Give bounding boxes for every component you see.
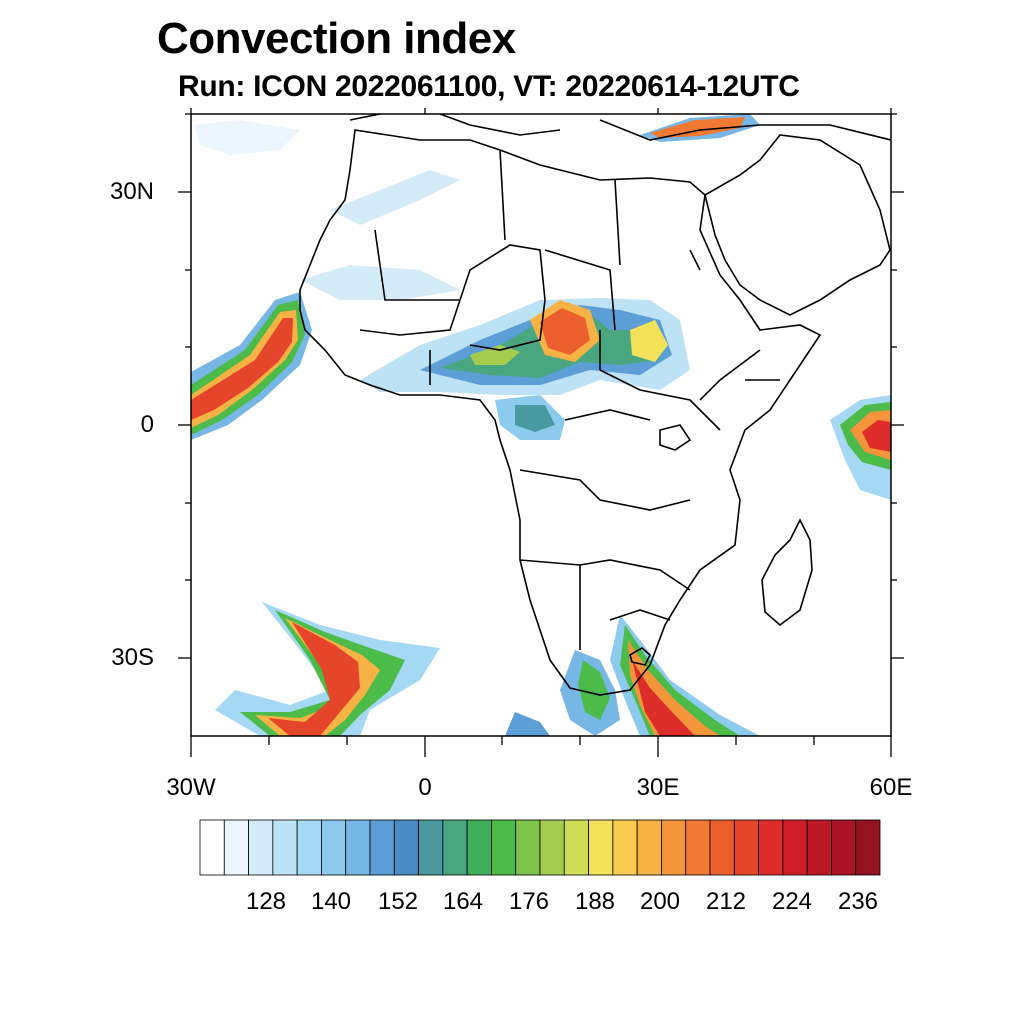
convection-blob-west-africa bbox=[191, 292, 312, 440]
colorbar-swatch bbox=[345, 819, 371, 876]
colorbar-label: 224 bbox=[771, 888, 813, 915]
colorbar-swatch bbox=[223, 819, 249, 876]
lat-label-30n: 30N bbox=[109, 178, 154, 205]
colorbar-label: 188 bbox=[574, 888, 616, 915]
convection-blob-central-africa bbox=[495, 395, 565, 440]
colorbar-swatch bbox=[709, 819, 735, 876]
map-title: Convection index bbox=[157, 14, 516, 63]
lon-label-0: 0 bbox=[418, 774, 432, 801]
convection-blob-south-atlantic bbox=[215, 602, 440, 736]
africa-coastline bbox=[299, 129, 822, 696]
axis-ticks bbox=[178, 108, 904, 757]
colorbar-label: 140 bbox=[310, 888, 352, 915]
colorbar-swatch bbox=[442, 819, 468, 876]
convection-blob-southern-africa bbox=[505, 615, 760, 736]
colorbar-swatch bbox=[733, 819, 759, 876]
lesotho-border bbox=[629, 647, 651, 666]
colorbar-label: 236 bbox=[837, 888, 879, 915]
colorbar-label: 212 bbox=[705, 888, 747, 915]
colorbar-swatch bbox=[515, 819, 541, 876]
colorbar-label: 176 bbox=[508, 888, 550, 915]
convection-field bbox=[191, 114, 891, 736]
madagascar-coastline bbox=[761, 518, 813, 627]
colorbar-swatch bbox=[612, 819, 638, 876]
map-subtitle: Run: ICON 2022061100, VT: 20220614-12UTC bbox=[178, 70, 800, 103]
convection-blob-indian-ocean bbox=[830, 395, 891, 500]
colorbar-swatch bbox=[466, 819, 492, 876]
lon-label-30w: 30W bbox=[166, 774, 216, 801]
colorbar-swatch bbox=[248, 819, 274, 876]
colorbar-label: 128 bbox=[245, 888, 287, 915]
colorbar-swatch bbox=[588, 819, 614, 876]
colorbar-swatch bbox=[758, 819, 784, 876]
colorbar-swatch bbox=[296, 819, 322, 876]
lon-label-60e: 60E bbox=[869, 774, 913, 801]
lat-label-0: 0 bbox=[140, 411, 154, 438]
colorbar-swatch bbox=[199, 819, 225, 876]
colorbar-swatch bbox=[563, 819, 589, 876]
colorbar-label: 200 bbox=[639, 888, 681, 915]
arabia-coastline bbox=[704, 134, 891, 316]
colorbar-swatch bbox=[539, 819, 565, 876]
colorbar-swatch bbox=[369, 819, 395, 876]
border-lines bbox=[359, 149, 780, 650]
colorbar-swatch bbox=[321, 819, 347, 876]
convection-blob-sahel bbox=[360, 298, 690, 395]
coastlines bbox=[299, 114, 891, 696]
colorbar bbox=[199, 819, 881, 876]
convection-blob-north bbox=[195, 114, 760, 300]
colorbar-swatch bbox=[831, 819, 857, 876]
colorbar-swatch bbox=[661, 819, 687, 876]
colorbar-label: 164 bbox=[442, 888, 484, 915]
colorbar-swatch bbox=[685, 819, 711, 876]
colorbar-swatch bbox=[418, 819, 444, 876]
colorbar-swatch bbox=[782, 819, 808, 876]
colorbar-label: 152 bbox=[377, 888, 419, 915]
colorbar-swatch bbox=[491, 819, 517, 876]
lake-victoria bbox=[659, 424, 692, 451]
colorbar-swatch bbox=[806, 819, 832, 876]
lat-label-30s: 30S bbox=[111, 644, 154, 671]
colorbar-swatch bbox=[272, 819, 298, 876]
colorbar-swatch bbox=[636, 819, 662, 876]
lon-label-30e: 30E bbox=[636, 774, 680, 801]
europe-coastline bbox=[349, 114, 891, 141]
colorbar-swatch bbox=[855, 819, 881, 876]
colorbar-swatch bbox=[393, 819, 419, 876]
